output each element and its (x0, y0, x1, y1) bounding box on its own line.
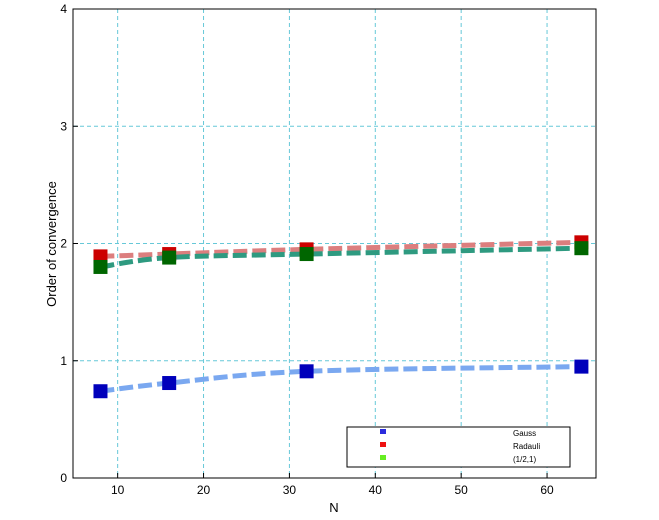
y-axis-label: Order of convergence (44, 181, 59, 307)
legend-label: Gauss (513, 429, 536, 438)
legend: Gauss Radauli (1/2,1) (346, 426, 571, 468)
series-2-point (162, 250, 177, 265)
x-tick-label: 50 (454, 483, 468, 497)
series-2-point (299, 247, 314, 262)
x-axis-ticks: 10 20 30 40 50 60 (111, 473, 554, 497)
x-tick-label: 60 (540, 483, 554, 497)
x-tick-label: 30 (283, 483, 297, 497)
grid-lines (73, 9, 596, 478)
legend-label: (1/2,1) (513, 455, 536, 464)
x-tick-label: 20 (197, 483, 211, 497)
series-2-point (574, 241, 589, 256)
series-2-point (93, 259, 108, 274)
y-tick-label: 1 (60, 354, 67, 368)
series-layer (93, 235, 589, 399)
x-axis-label: N (329, 500, 338, 515)
series-line-1 (100, 239, 582, 259)
legend-swatch (380, 442, 386, 447)
x-tick-label: 40 (369, 483, 383, 497)
legend-swatch (380, 455, 386, 460)
x-tick-label: 10 (111, 483, 125, 497)
series-0-point (93, 384, 108, 399)
series-0-point (574, 359, 589, 374)
legend-swatch (380, 429, 386, 434)
series-0-point (299, 364, 314, 379)
y-tick-label: 2 (60, 237, 67, 251)
y-axis-ticks: 0 1 2 3 4 (60, 2, 78, 485)
series-line-0 (100, 364, 582, 394)
y-tick-label: 0 (60, 471, 67, 485)
y-tick-label: 3 (60, 119, 67, 133)
series-0-point (162, 376, 177, 391)
y-tick-label: 4 (60, 2, 67, 16)
series-line-2 (100, 245, 582, 270)
legend-label: Radauli (513, 442, 540, 451)
series-1-point (93, 249, 108, 264)
